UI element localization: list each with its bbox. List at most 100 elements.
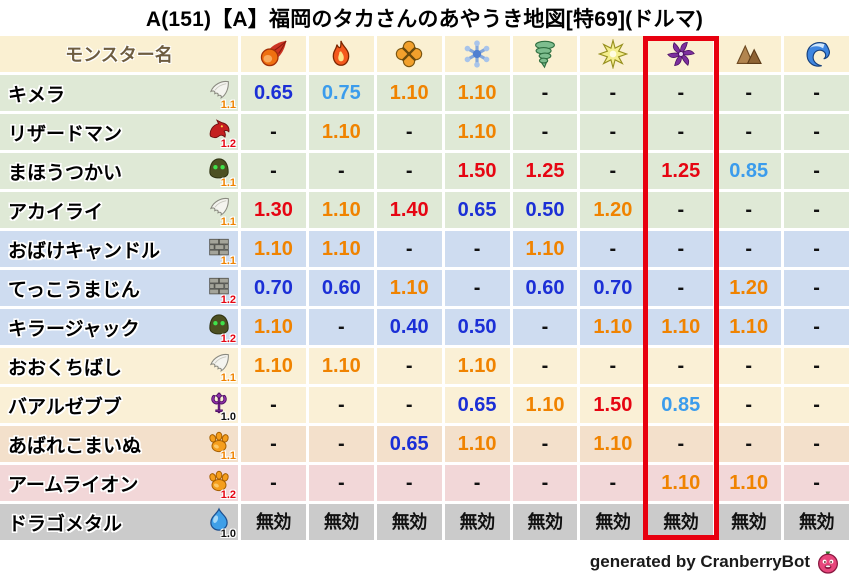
value-cell: - <box>580 153 646 189</box>
damage-multiplier-value: - <box>745 355 752 377</box>
value-cell: 1.20 <box>580 192 646 228</box>
damage-multiplier-value: 0.75 <box>321 82 361 104</box>
damage-multiplier-value: - <box>813 160 820 182</box>
explosion-icon <box>394 39 424 69</box>
damage-multiplier-value: - <box>813 316 820 338</box>
value-cell: 0.65 <box>444 192 510 228</box>
brick-icon: 1.1 <box>204 232 236 267</box>
damage-multiplier-value: 1.10 <box>321 121 361 143</box>
value-cell: - <box>716 348 782 384</box>
monster-name-cell: ドラゴメタル 1.0 <box>0 504 238 540</box>
damage-multiplier-value: - <box>677 277 685 299</box>
monster-name-cell: キラージャック 1.2 <box>0 309 238 345</box>
damage-multiplier-value: - <box>677 433 685 455</box>
value-cell: 1.10 <box>308 348 374 384</box>
value-cell: - <box>308 426 374 462</box>
damage-multiplier-value: - <box>541 316 549 338</box>
value-cell: - <box>784 153 849 189</box>
tornado-icon <box>530 39 560 69</box>
damage-multiplier-value: - <box>405 160 413 182</box>
damage-multiplier-value: - <box>541 121 549 143</box>
monster-name-cell: リザードマン 1.2 <box>0 114 238 150</box>
value-cell: - <box>784 231 849 267</box>
monster-name-cell: おおくちばし 1.1 <box>0 348 238 384</box>
monster-name-cell: アームライオン 1.2 <box>0 465 238 501</box>
value-cell: - <box>376 114 442 150</box>
paw-icon: 1.2 <box>204 466 236 501</box>
level-multiplier: 1.2 <box>220 489 236 501</box>
damage-multiplier-value: - <box>813 238 820 260</box>
cranberry-icon <box>815 549 841 575</box>
value-cell: - <box>648 75 714 111</box>
flame-icon <box>326 39 356 69</box>
value-cell: 1.10 <box>444 114 510 150</box>
damage-multiplier-value: - <box>405 394 413 416</box>
value-cell: 1.10 <box>512 231 578 267</box>
damage-multiplier-value: - <box>609 238 617 260</box>
monster-name: まほうつかい <box>8 162 123 184</box>
wing-icon: 1.1 <box>204 193 236 228</box>
damage-multiplier-value: 0.65 <box>457 199 497 221</box>
damage-multiplier-value: - <box>745 199 752 221</box>
value-cell: 1.40 <box>376 192 442 228</box>
trident-icon: 1.0 <box>204 388 236 423</box>
damage-multiplier-value: - <box>473 472 481 494</box>
damage-multiplier-value: - <box>813 121 820 143</box>
value-cell: 1.10 <box>444 75 510 111</box>
value-cell: - <box>444 231 510 267</box>
damage-multiplier-value: - <box>813 433 820 455</box>
damage-multiplier-value: - <box>473 277 481 299</box>
wing-icon: 1.1 <box>204 349 236 384</box>
damage-multiplier-value: - <box>337 394 345 416</box>
value-cell: - <box>784 270 849 306</box>
monster-name-cell: おばけキャンドル 1.1 <box>0 231 238 267</box>
value-cell: - <box>308 153 374 189</box>
damage-multiplier-value: - <box>745 121 752 143</box>
monster-name-cell: あばれこまいぬ 1.1 <box>0 426 238 462</box>
credit-text: generated by CranberryBot <box>589 551 810 571</box>
value-cell: - <box>376 153 442 189</box>
value-cell: - <box>784 348 849 384</box>
element-header-cell-dark <box>648 36 714 72</box>
damage-multiplier-value: - <box>745 394 752 416</box>
damage-multiplier-value: - <box>270 433 277 455</box>
value-cell: 1.10 <box>716 309 782 345</box>
value-cell: - <box>444 270 510 306</box>
damage-multiplier-value: 1.10 <box>389 277 429 299</box>
level-multiplier: 1.2 <box>220 138 236 150</box>
damage-multiplier-value: - <box>677 199 685 221</box>
value-cell: - <box>784 192 849 228</box>
footer: generated by CranberryBot <box>0 540 849 583</box>
value-cell: 1.25 <box>648 153 714 189</box>
value-cell: 1.20 <box>716 270 782 306</box>
damage-multiplier-value: 1.10 <box>525 394 565 416</box>
value-cell: 1.50 <box>444 153 510 189</box>
level-multiplier: 1.1 <box>220 372 236 384</box>
monster-name: バアルゼブブ <box>8 396 122 418</box>
damage-multiplier-value: - <box>813 82 820 104</box>
damage-multiplier-value: 0.50 <box>457 316 497 338</box>
value-cell: - <box>444 465 510 501</box>
value-cell: 1.25 <box>512 153 578 189</box>
value-cell: - <box>512 465 578 501</box>
damage-multiplier-value: 無効 <box>799 512 835 532</box>
fireball-icon <box>258 39 288 69</box>
value-cell: 0.40 <box>376 309 442 345</box>
value-cell: - <box>648 270 714 306</box>
damage-multiplier-value: - <box>677 238 685 260</box>
damage-multiplier-value: 0.60 <box>321 277 361 299</box>
level-multiplier: 1.1 <box>220 255 236 267</box>
damage-multiplier-value: - <box>541 355 549 377</box>
damage-multiplier-value: 1.10 <box>661 316 701 338</box>
damage-multiplier-value: 1.10 <box>525 238 565 260</box>
value-cell: - <box>716 231 782 267</box>
weakness-table: モンスター名 キメラ 1.1 0.65 0.75 1.10 1.10 - - - - - リザードマン 1… <box>0 36 849 540</box>
value-cell: - <box>376 348 442 384</box>
value-cell: - <box>648 192 714 228</box>
value-cell: - <box>308 387 374 423</box>
damage-multiplier-value: 無効 <box>595 512 631 532</box>
value-cell: - <box>648 114 714 150</box>
monster-name: おおくちばし <box>8 357 123 379</box>
damage-multiplier-value: - <box>473 238 481 260</box>
value-cell: - <box>580 465 646 501</box>
